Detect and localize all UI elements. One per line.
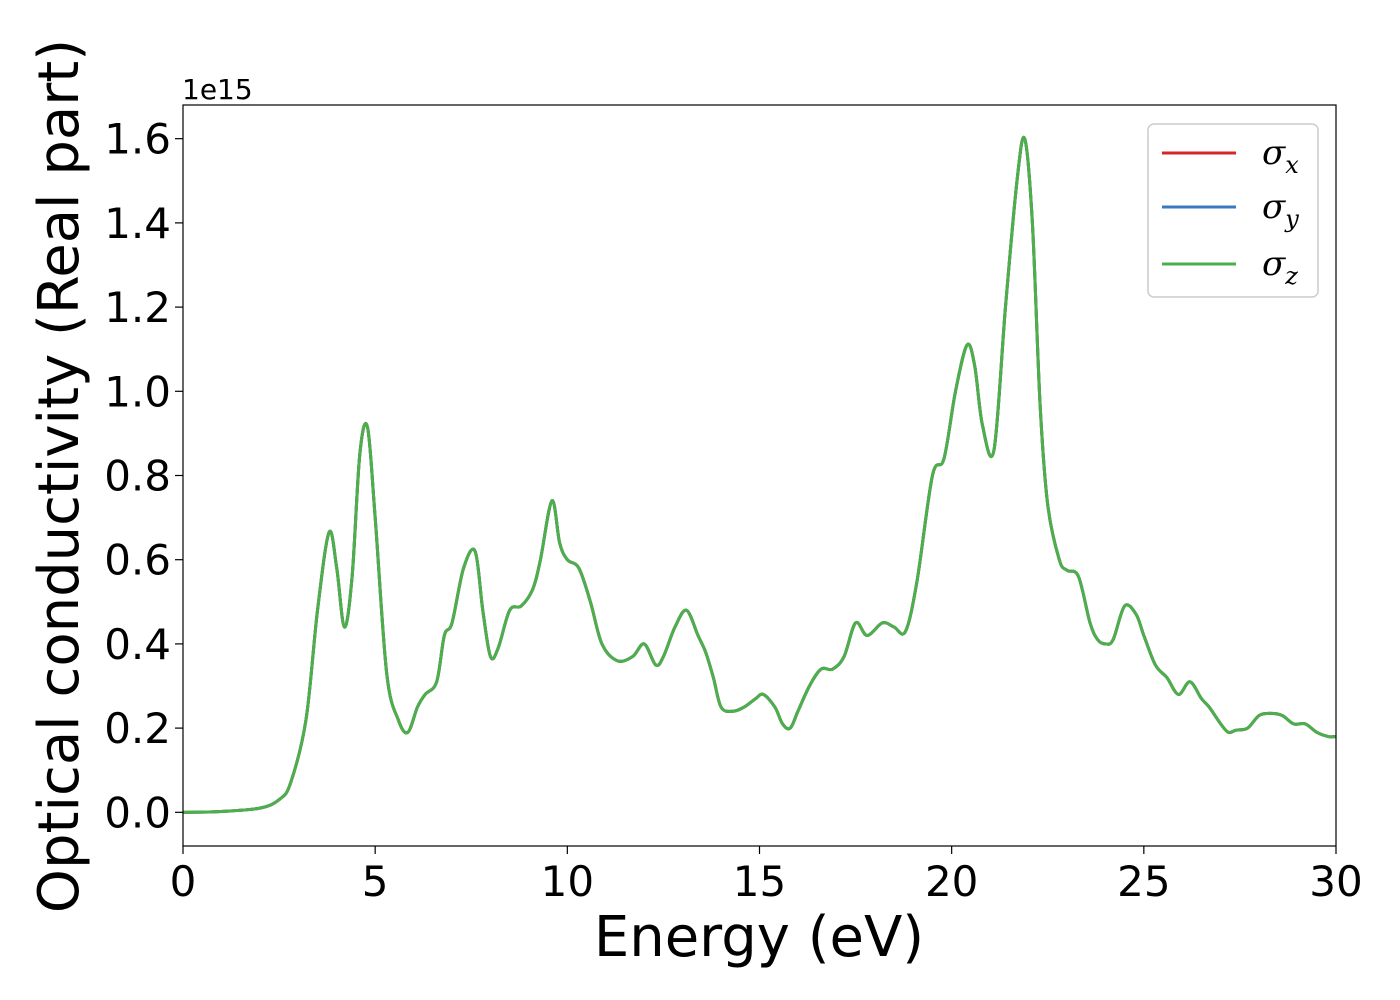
y-axis-ticks: 0.0 0.2 0.4 0.6 0.8 1.0 1.2 1.4 1.6 <box>104 115 183 837</box>
legend-box <box>1147 123 1319 298</box>
legend-label-sigma-z: σz <box>1262 244 1298 290</box>
x-tick-label: 30 <box>1309 857 1362 906</box>
series-line-sigma-z <box>183 135 1336 814</box>
y-tick-label: 0.2 <box>104 704 171 753</box>
y-offset-label: 1e15 <box>182 73 253 106</box>
legend: σx σy σz <box>1147 123 1319 298</box>
series-lines <box>183 135 1336 814</box>
x-axis-title: Energy (eV) <box>594 905 924 970</box>
y-tick-label: 1.0 <box>104 367 171 416</box>
y-tick-label: 0.6 <box>104 536 171 585</box>
y-axis-title: Optical conductivity (Real part) <box>27 39 92 913</box>
x-tick-label: 0 <box>170 857 197 906</box>
x-tick-label: 5 <box>362 857 389 906</box>
y-tick-label: 0.0 <box>104 788 171 837</box>
x-axis-ticks: 0 5 10 15 20 25 30 <box>170 846 1363 906</box>
plot-frame <box>182 104 1337 847</box>
y-tick-label: 1.4 <box>104 199 171 248</box>
y-tick-label: 0.8 <box>104 452 171 501</box>
x-tick-label: 20 <box>925 857 978 906</box>
y-tick-label: 1.6 <box>104 115 171 164</box>
x-tick-label: 10 <box>541 857 594 906</box>
legend-label-sigma-y: σy <box>1262 187 1299 233</box>
x-tick-label: 25 <box>1117 857 1170 906</box>
legend-label-sigma-x: σx <box>1262 133 1299 179</box>
x-tick-label: 15 <box>733 857 786 906</box>
plot-area <box>183 105 1336 846</box>
y-tick-label: 1.2 <box>104 283 171 332</box>
y-tick-label: 0.4 <box>104 620 171 669</box>
